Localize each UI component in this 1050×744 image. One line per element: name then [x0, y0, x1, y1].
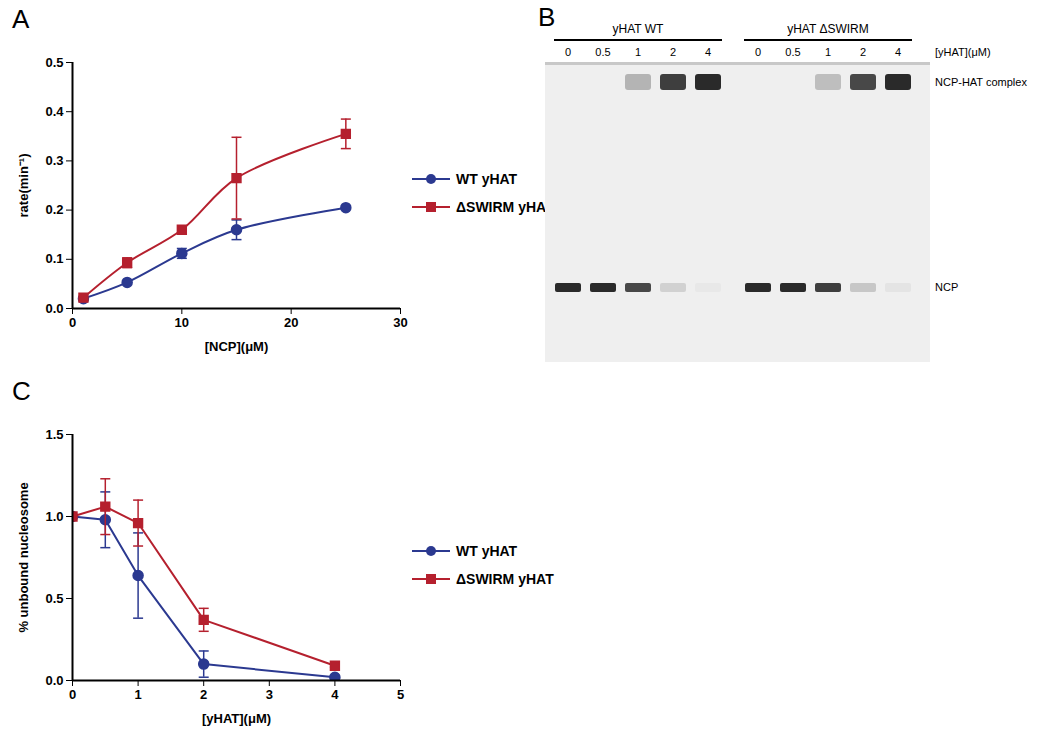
svg-text:0.5: 0.5: [45, 55, 63, 70]
svg-text:2: 2: [670, 46, 676, 58]
html-text:C: C: [12, 376, 31, 406]
svg-text:0.5: 0.5: [45, 591, 63, 606]
svg-text:B: B: [538, 2, 555, 32]
svg-text:2: 2: [200, 687, 207, 702]
svg-text:0.0: 0.0: [45, 301, 63, 316]
svg-text:3: 3: [266, 687, 273, 702]
html-text:WT yHAT: WT yHAT: [456, 543, 518, 559]
svg-text:1: 1: [134, 687, 141, 702]
svg-text:yHAT WT: yHAT WT: [613, 22, 665, 36]
svg-text:NCP: NCP: [935, 281, 958, 293]
html-text:WT yHAT: WT yHAT: [456, 171, 518, 187]
html-text:ΔSWIRM yHAT: ΔSWIRM yHAT: [456, 199, 554, 215]
svg-text:30: 30: [393, 315, 407, 330]
svg-text:NCP-HAT complex: NCP-HAT complex: [935, 76, 1027, 88]
svg-text:0: 0: [755, 46, 761, 58]
svg-text:1: 1: [635, 46, 641, 58]
svg-text:0.2: 0.2: [45, 202, 63, 217]
svg-text:4: 4: [895, 46, 901, 58]
svg-text:1: 1: [825, 46, 831, 58]
svg-text:1.5: 1.5: [45, 427, 63, 442]
html-text:A: A: [12, 4, 30, 34]
svg-text:0: 0: [69, 315, 76, 330]
svg-text:10: 10: [175, 315, 189, 330]
svg-text:0: 0: [565, 46, 571, 58]
svg-text:4: 4: [705, 46, 711, 58]
svg-text:% unbound nucleosome: % unbound nucleosome: [16, 482, 31, 632]
svg-text:4: 4: [331, 687, 339, 702]
svg-text:0: 0: [69, 687, 76, 702]
svg-text:0.1: 0.1: [45, 251, 63, 266]
svg-text:0.5: 0.5: [595, 46, 610, 58]
html-text:ΔSWIRM yHAT: ΔSWIRM yHAT: [456, 571, 554, 587]
svg-text:0.4: 0.4: [45, 104, 64, 119]
svg-text:[NCP](μM): [NCP](μM): [205, 339, 269, 354]
svg-text:0.5: 0.5: [785, 46, 800, 58]
svg-text:0.0: 0.0: [45, 673, 63, 688]
svg-text:1.0: 1.0: [45, 509, 63, 524]
svg-text:0.3: 0.3: [45, 153, 63, 168]
svg-text:[yHAT](μM): [yHAT](μM): [935, 46, 991, 58]
svg-text:[yHAT](μM): [yHAT](μM): [202, 711, 271, 726]
svg-text:5: 5: [397, 687, 404, 702]
svg-text:20: 20: [284, 315, 298, 330]
svg-text:yHAT ΔSWIRM: yHAT ΔSWIRM: [787, 22, 869, 36]
svg-text:2: 2: [860, 46, 866, 58]
svg-text:rate(min⁻¹): rate(min⁻¹): [16, 154, 31, 218]
